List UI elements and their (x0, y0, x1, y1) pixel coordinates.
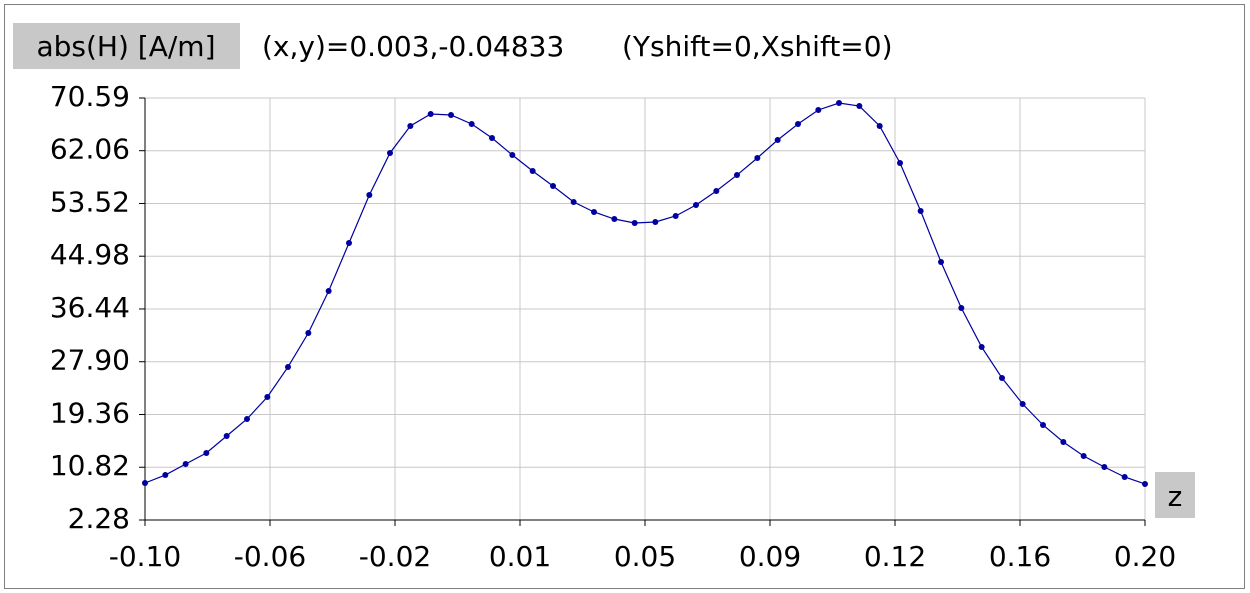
y-tick-label: 36.44 (50, 291, 130, 324)
data-point (325, 287, 332, 294)
data-point (366, 191, 373, 198)
data-point (897, 159, 903, 166)
data-point (489, 135, 495, 142)
x-axis-label: z (1168, 480, 1183, 513)
x-tick-label: -0.02 (359, 540, 431, 573)
x-tick-label: 0.12 (864, 540, 926, 573)
data-point (734, 172, 740, 179)
data-point (815, 106, 822, 113)
y-tick-label: 62.06 (50, 133, 130, 166)
data-point (713, 187, 720, 194)
data-point (468, 121, 475, 128)
data-point (550, 182, 556, 189)
data-point (958, 304, 965, 311)
data-point (264, 394, 271, 401)
title-box (13, 23, 240, 69)
x-tick-label: 0.05 (614, 540, 676, 573)
data-point (1080, 452, 1087, 459)
data-point (244, 415, 250, 422)
data-point (978, 344, 985, 351)
x-tick-label: 0.16 (989, 540, 1051, 573)
y-tick-label: 19.36 (50, 396, 130, 429)
annotation: (Yshift=0,Xshift=0) (622, 30, 893, 63)
data-point (1060, 438, 1067, 445)
data-point (611, 216, 618, 223)
x-tick-label: -0.06 (234, 540, 306, 573)
data-point (448, 111, 454, 118)
x-tick-label: 0.20 (1114, 540, 1176, 573)
data-point (1040, 421, 1046, 428)
data-point (631, 219, 638, 226)
data-point (1142, 480, 1148, 487)
data-point (999, 374, 1005, 381)
data-point (938, 259, 944, 266)
data-point (203, 449, 210, 456)
data-point (795, 121, 801, 128)
data-point (142, 479, 148, 486)
subtitle: (x,y)=0.003,-0.04833 (262, 30, 564, 63)
data-point (529, 168, 536, 175)
data-point (387, 149, 393, 156)
data-point (693, 201, 699, 208)
data-point (285, 363, 291, 370)
data-point (774, 137, 781, 144)
data-point (509, 152, 516, 159)
y-tick-label: 2.28 (68, 502, 130, 535)
y-tick-label: 27.90 (50, 344, 130, 377)
data-point (427, 111, 434, 118)
x-tick-label: -0.10 (109, 540, 181, 573)
data-point (917, 207, 924, 214)
data-point (1101, 463, 1108, 470)
frame (4, 4, 1245, 589)
data-point (223, 432, 230, 439)
data-point (407, 122, 414, 129)
y-tick-label: 10.82 (50, 449, 130, 482)
data-point (591, 208, 597, 215)
data-point (162, 472, 169, 479)
data-point (672, 212, 679, 219)
data-point (346, 239, 352, 246)
x-tick-label: 0.09 (739, 540, 801, 573)
data-point (1121, 474, 1128, 481)
x-label-box (1155, 472, 1195, 518)
data-point (570, 199, 577, 206)
y-tick-label: 44.98 (50, 238, 130, 271)
y-tick-label: 70.59 (50, 80, 130, 113)
data-point (836, 100, 842, 107)
data-point (305, 330, 312, 337)
data-point (754, 154, 761, 161)
data-line (144, 102, 1146, 485)
x-tick-label: 0.01 (489, 540, 551, 573)
data-point (856, 103, 863, 110)
y-tick-label: 53.52 (50, 185, 130, 218)
chart-title: abs(H) [A/m] (36, 30, 215, 63)
data-point (876, 122, 883, 129)
data-point (1019, 400, 1026, 407)
data-point (652, 218, 659, 225)
data-point (182, 461, 189, 468)
